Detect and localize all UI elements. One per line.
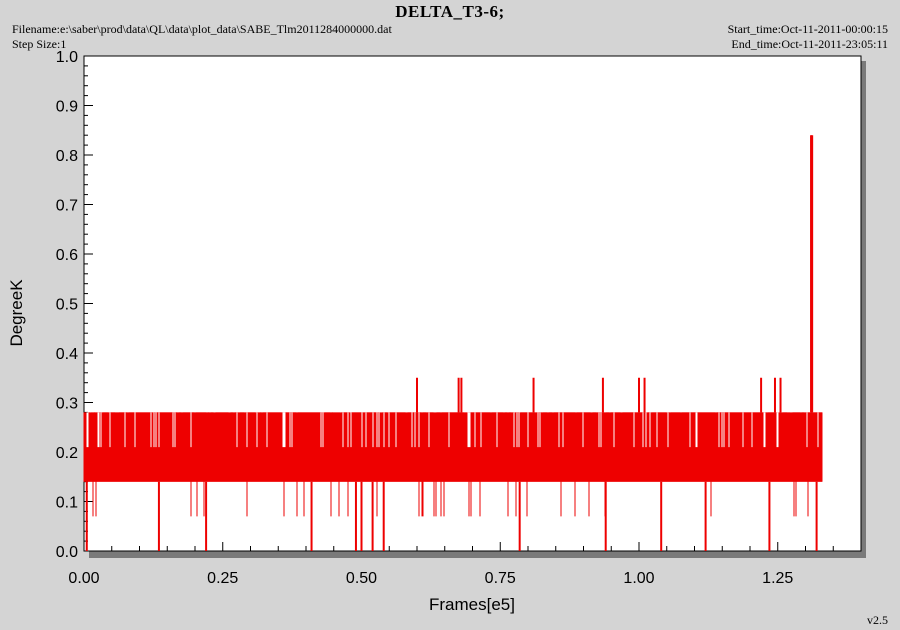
tick-labels: 0.0 0.1 0.2 0.3 0.4 0.5 0.6 0.7 0.8 0.9 1.0 0.00 0.2… <box>56 49 794 587</box>
y-tick-label-5: 0.5 <box>56 297 78 314</box>
y-tick-label-8: 0.8 <box>56 148 78 165</box>
y-tick-label-2: 0.2 <box>56 445 78 462</box>
version-label: v2.5 <box>867 613 888 627</box>
x-tick-label-0: 0.00 <box>68 570 99 587</box>
y-tick-label-7: 0.7 <box>56 198 78 215</box>
y-tick-label-3: 0.3 <box>56 396 78 413</box>
chart-title: DELTA_T3-6; <box>395 2 505 21</box>
series-gaps <box>86 412 819 448</box>
step-size-label: Step Size:1 <box>12 37 67 51</box>
series-red <box>83 135 823 551</box>
filename-label: Filename:e:\saber\prod\data\QL\data\plot… <box>12 22 392 36</box>
x-tick-label-2: 0.50 <box>346 570 377 587</box>
y-tick-label-1: 0.1 <box>56 495 78 512</box>
x-tick-label-1: 0.25 <box>207 570 238 587</box>
start-time-label: Start_time:Oct-11-2011-00:00:15 <box>727 22 888 36</box>
x-tick-label-4: 1.00 <box>623 570 654 587</box>
x-tick-label-3: 0.75 <box>485 570 516 587</box>
series-noise <box>83 412 823 517</box>
x-axis-label: Frames[e5] <box>429 595 515 614</box>
end-time-label: End_time:Oct-11-2011-23:05:11 <box>731 37 888 51</box>
y-axis-label: DegreeK <box>7 279 26 347</box>
x-tick-label-5: 1.25 <box>762 570 793 587</box>
y-tick-label-6: 0.6 <box>56 247 78 264</box>
y-tick-label-0: 0.0 <box>56 544 78 561</box>
y-tick-label-10: 1.0 <box>56 49 78 66</box>
y-tick-label-9: 0.9 <box>56 99 78 116</box>
y-tick-label-4: 0.4 <box>56 346 78 363</box>
